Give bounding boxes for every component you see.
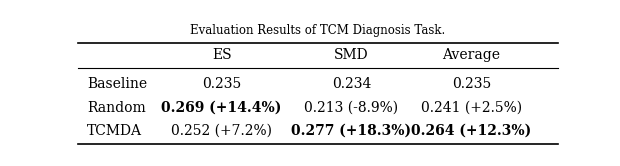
Text: TCMDA: TCMDA	[87, 124, 142, 138]
Text: 0.234: 0.234	[332, 77, 371, 91]
Text: 0.235: 0.235	[452, 77, 491, 91]
Text: Baseline: Baseline	[87, 77, 147, 91]
Text: 0.252 (+7.2%): 0.252 (+7.2%)	[171, 124, 272, 138]
Text: 0.264 (+12.3%): 0.264 (+12.3%)	[412, 124, 531, 138]
Text: Random: Random	[87, 101, 146, 115]
Text: ES: ES	[212, 48, 231, 62]
Text: Average: Average	[443, 48, 500, 62]
Text: SMD: SMD	[334, 48, 369, 62]
Text: 0.235: 0.235	[202, 77, 241, 91]
Text: 0.213 (-8.9%): 0.213 (-8.9%)	[304, 101, 399, 115]
Text: 0.241 (+2.5%): 0.241 (+2.5%)	[421, 101, 522, 115]
Text: 0.277 (+18.3%): 0.277 (+18.3%)	[291, 124, 412, 138]
Text: 0.269 (+14.4%): 0.269 (+14.4%)	[161, 101, 282, 115]
Text: Evaluation Results of TCM Diagnosis Task.: Evaluation Results of TCM Diagnosis Task…	[190, 24, 445, 37]
